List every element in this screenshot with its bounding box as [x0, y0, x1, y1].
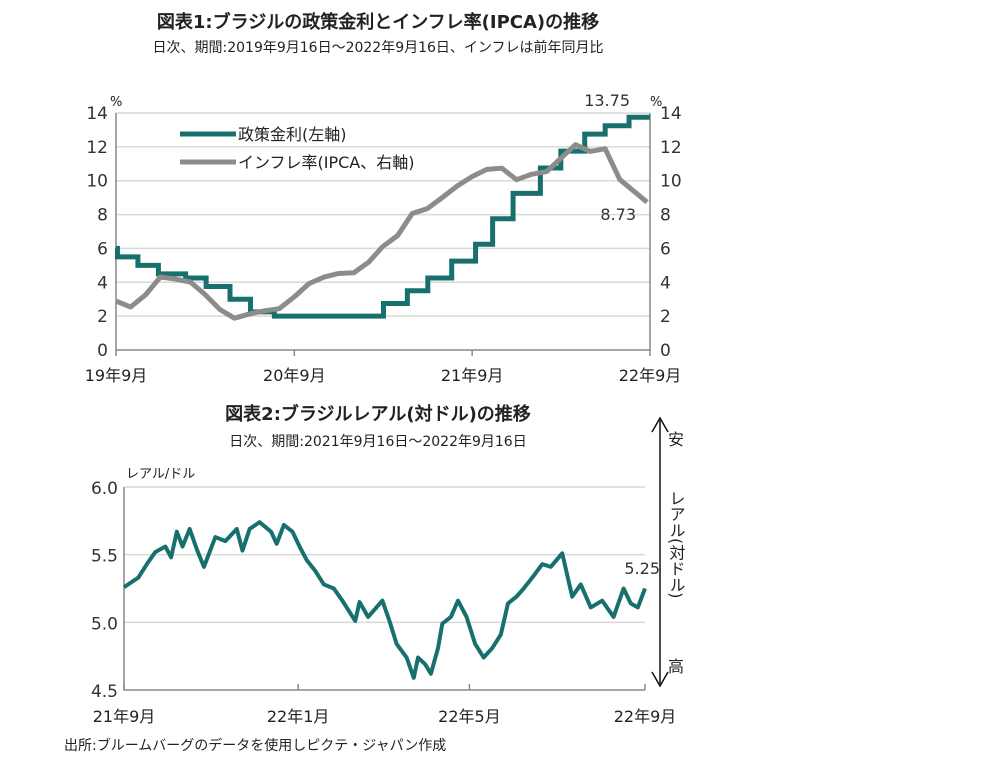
right-y-tick-label: 8 — [660, 206, 671, 226]
chart1-left-unit: % — [110, 95, 122, 110]
right-y-tick-label: 12 — [660, 138, 682, 158]
chart1: 図表1:ブラジルの政策金利とインフレ率(IPCA)の推移 日次、期間:2019年… — [85, 11, 682, 385]
brl-usd-line — [122, 520, 647, 680]
side-scale-bottom: 高 — [668, 657, 684, 676]
x-tick-label: 21年9月 — [93, 707, 156, 726]
inflation-line — [115, 142, 649, 321]
left-y-tick-label: 8 — [97, 206, 108, 226]
left-y-tick-label: 10 — [86, 172, 108, 192]
left-y-tick-label: 2 — [97, 307, 108, 327]
arrow-down-icon — [651, 671, 669, 688]
left-y-tick-label: 6 — [97, 239, 108, 259]
x-tick-label: 22年5月 — [438, 707, 501, 726]
left-y-tick-label: 12 — [86, 138, 108, 158]
chart2: 図表2:ブラジルレアル(対ドル)の推移 日次、期間:2021年9月16日～202… — [64, 403, 686, 754]
left-y-tick-label: 0 — [97, 341, 108, 361]
right-y-tick-label: 14 — [660, 104, 682, 124]
annotation-inflation-last: 8.73 — [600, 205, 636, 224]
legend-label-inflation: インフレ率(IPCA、右軸) — [238, 153, 415, 172]
source-note: 出所:ブルームバーグのデータを使用しピクテ・ジャパン作成 — [64, 737, 446, 754]
right-y-tick-label: 4 — [660, 273, 671, 293]
policy-rate-line — [114, 114, 650, 319]
arrow-up-icon — [651, 416, 669, 433]
x-tick-label: 19年9月 — [85, 366, 148, 385]
y-tick-label: 6.0 — [91, 479, 118, 499]
side-scale: 安 レアル(対ドル) 高 — [651, 416, 686, 688]
right-y-tick-label: 0 — [660, 341, 671, 361]
x-tick-label: 22年9月 — [614, 707, 677, 726]
left-y-tick-label: 4 — [97, 273, 108, 293]
chart2-subtitle: 日次、期間:2021年9月16日～2022年9月16日 — [229, 434, 526, 450]
axes — [115, 113, 651, 351]
x-tick-label: 22年9月 — [619, 366, 682, 385]
axes — [123, 487, 645, 691]
legend-label-policy-rate: 政策金利(左軸) — [238, 125, 347, 144]
y-tick-label: 5.5 — [91, 547, 118, 567]
left-y-tick-label: 14 — [86, 104, 108, 124]
right-y-tick-label: 6 — [660, 239, 671, 259]
chart1-subtitle: 日次、期間:2019年9月16日～2022年9月16日、インフレは前年同月比 — [153, 39, 604, 56]
x-tick-label: 20年9月 — [263, 366, 326, 385]
annotation-brl-last: 5.25 — [624, 559, 660, 578]
y-tick-label: 5.0 — [91, 614, 118, 634]
annotation-policy-rate-last: 13.75 — [584, 91, 630, 110]
chart1-right-unit: % — [650, 95, 662, 110]
chart2-ylabel: レアル/ドル — [126, 467, 195, 482]
right-y-tick-label: 10 — [660, 172, 682, 192]
x-tick-label: 21年9月 — [441, 366, 504, 385]
side-scale-top: 安 — [668, 430, 684, 449]
chart2-title: 図表2:ブラジルレアル(対ドル)の推移 — [225, 403, 531, 425]
side-scale-label: レアル(対ドル) — [667, 490, 686, 598]
chart1-title: 図表1:ブラジルの政策金利とインフレ率(IPCA)の推移 — [157, 11, 599, 33]
legend: 政策金利(左軸) インフレ率(IPCA、右軸) — [180, 125, 415, 172]
y-tick-label: 4.5 — [91, 682, 118, 702]
x-tick-label: 22年1月 — [267, 707, 330, 726]
right-y-tick-label: 2 — [660, 307, 671, 327]
